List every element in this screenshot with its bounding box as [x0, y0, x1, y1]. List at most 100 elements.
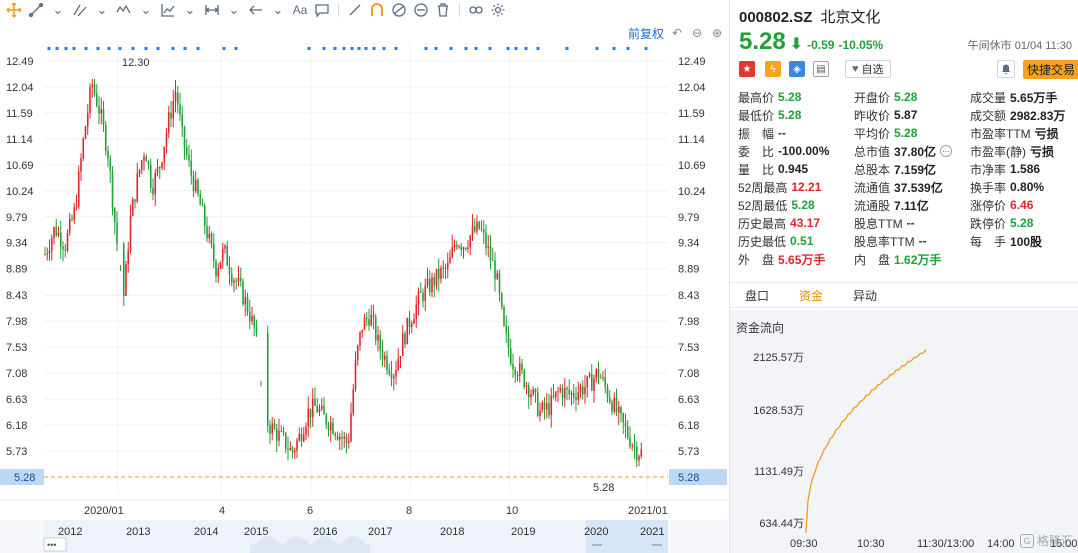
add-watchlist-button[interactable]: ♥ 自选 [845, 60, 891, 78]
event-marker[interactable] [394, 47, 398, 50]
event-marker[interactable] [382, 47, 386, 50]
comment-tool-icon[interactable] [312, 1, 332, 19]
crosshair-icon[interactable] [4, 1, 24, 19]
event-marker[interactable] [506, 47, 510, 50]
event-marker[interactable] [196, 47, 200, 50]
event-marker[interactable] [156, 47, 160, 50]
y-tick-left: 7.98 [6, 316, 27, 328]
event-marker[interactable] [364, 47, 368, 50]
event-marker[interactable] [131, 47, 135, 50]
flow-y-tick: 634.44万 [759, 518, 804, 530]
lightning-icon[interactable]: ϟ [765, 61, 781, 77]
undo-icon[interactable]: ↶ [671, 26, 683, 40]
event-marker[interactable] [47, 47, 51, 50]
zoom-in-icon[interactable]: ⊕ [711, 26, 723, 40]
event-marker[interactable] [55, 47, 59, 50]
quote-value: 12.21 [791, 180, 822, 194]
event-marker[interactable] [144, 47, 148, 50]
event-marker[interactable] [565, 47, 569, 50]
event-marker[interactable] [322, 47, 326, 50]
bell-icon[interactable] [997, 60, 1015, 78]
event-marker[interactable] [183, 47, 187, 50]
chevron-down-icon[interactable]: ⌄ [184, 2, 196, 17]
lock-icon[interactable] [411, 1, 431, 19]
tag-icon[interactable]: ◈ [789, 61, 805, 77]
event-marker[interactable] [222, 47, 226, 50]
navigator-window[interactable] [586, 520, 668, 553]
more-info-icon[interactable]: ⋯ [940, 145, 953, 157]
chevron-down-icon[interactable]: ⌄ [228, 2, 240, 17]
x-month-label: 6 [307, 505, 313, 517]
event-marker[interactable] [107, 47, 111, 50]
event-marker[interactable] [350, 47, 354, 50]
zoom-out-icon[interactable]: ⊖ [691, 26, 703, 40]
event-marker[interactable] [333, 47, 337, 50]
candle-body [478, 221, 481, 229]
magnet-icon[interactable] [367, 1, 387, 19]
event-marker[interactable] [118, 47, 122, 50]
china-flag-icon: ★ [739, 61, 755, 77]
chevron-down-icon[interactable]: ⌄ [272, 2, 284, 17]
event-marker[interactable] [171, 47, 175, 50]
note-icon[interactable]: ▤ [813, 61, 829, 77]
event-marker[interactable] [644, 47, 648, 50]
candle-body [527, 385, 530, 398]
event-marker[interactable] [234, 47, 238, 50]
event-marker[interactable] [342, 47, 346, 50]
quote-cell: 平均价 5.28 [854, 124, 970, 142]
chevron-down-icon[interactable]: ⌄ [96, 2, 108, 17]
quick-trade-button[interactable]: 快捷交易 [1023, 60, 1078, 79]
event-marker[interactable] [626, 47, 630, 50]
tab-0[interactable]: 盘口 [745, 288, 770, 303]
candle-body [417, 291, 420, 305]
candle-body [104, 125, 107, 151]
quote-cell: 股息率TTM -- [854, 232, 970, 250]
event-marker[interactable] [595, 47, 599, 50]
event-marker[interactable] [84, 47, 88, 50]
measure-tool-icon[interactable] [202, 1, 222, 19]
event-marker[interactable] [514, 47, 518, 50]
chevron-down-icon[interactable]: ⌄ [52, 2, 64, 17]
candle-body [91, 84, 94, 88]
channel-tool-icon[interactable] [70, 1, 90, 19]
event-marker[interactable] [434, 47, 438, 50]
arrow-tool-icon[interactable] [246, 1, 266, 19]
event-marker[interactable] [372, 47, 376, 50]
settings-icon[interactable] [488, 1, 508, 19]
event-marker[interactable] [536, 47, 540, 50]
event-marker[interactable] [307, 47, 311, 50]
line-tool-icon[interactable] [26, 1, 46, 19]
candle-body [435, 268, 438, 286]
event-marker[interactable] [612, 47, 616, 50]
candle-body [469, 235, 472, 248]
tab-2[interactable]: 异动 [853, 288, 878, 303]
candle-body [201, 205, 204, 207]
event-marker[interactable] [357, 47, 361, 50]
kline-chart[interactable]: 12.49 12.49 12.04 12.04 11.59 11.59 11.14 11.14… [0, 0, 728, 553]
hide-icon[interactable] [389, 1, 409, 19]
candle-body [206, 226, 208, 239]
tab-1[interactable]: 资金 [799, 288, 824, 303]
pen-tool-icon[interactable] [345, 1, 365, 19]
event-marker[interactable] [464, 47, 468, 50]
text-tool-icon[interactable]: Aa [292, 3, 308, 17]
event-marker[interactable] [72, 47, 76, 50]
wave-tool-icon[interactable] [114, 1, 134, 19]
quote-value: 7.11亿 [894, 198, 929, 213]
candle-body [534, 389, 537, 393]
link-icon[interactable] [466, 1, 486, 19]
adjust-mode-dropdown[interactable]: 前复权 [627, 26, 664, 41]
event-marker[interactable] [524, 47, 528, 50]
event-marker[interactable] [474, 47, 478, 50]
market-status: 午间休市 01/04 11:30 [967, 40, 1072, 52]
event-marker[interactable] [488, 47, 492, 50]
event-marker[interactable] [424, 47, 428, 50]
nav-more-button[interactable] [43, 537, 67, 552]
quote-value: 5.65万手 [1010, 90, 1058, 105]
chevron-down-icon[interactable]: ⌄ [140, 2, 152, 17]
event-marker[interactable] [449, 47, 453, 50]
event-marker[interactable] [96, 47, 100, 50]
event-marker[interactable] [64, 47, 68, 50]
trash-icon[interactable] [433, 1, 453, 19]
fib-tool-icon[interactable] [158, 1, 178, 19]
